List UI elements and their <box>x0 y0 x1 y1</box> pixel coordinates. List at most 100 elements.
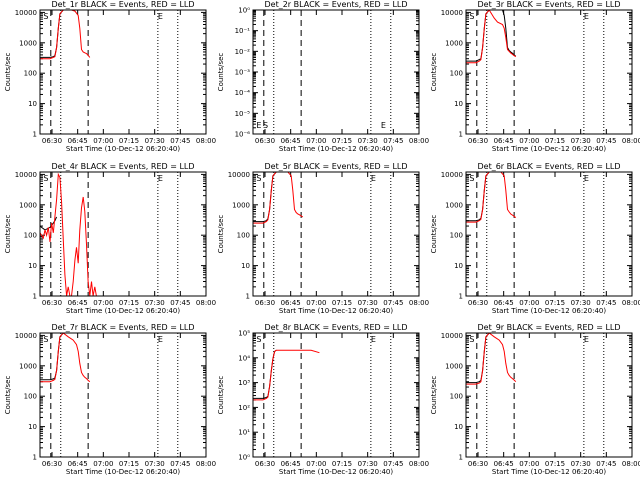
panel-title: Det_8r BLACK = Events, RED = LLD <box>264 323 407 332</box>
x-axis-label: Start Time (10-Dec-12 06:20:40) <box>66 307 180 315</box>
x-tick-label: 06:45 <box>281 299 301 307</box>
y-tick-label: 10² <box>238 404 250 412</box>
x-tick-label: 07:45 <box>383 137 403 145</box>
y-tick-label: 10 <box>454 100 463 108</box>
y-tick-label: 1000 <box>445 362 463 370</box>
x-tick-label: 07:00 <box>519 137 539 145</box>
x-tick-label: 08:00 <box>409 137 429 145</box>
y-tick-label: 10000 <box>228 171 250 179</box>
marker-label: S <box>43 12 48 21</box>
x-tick-label: 06:45 <box>281 137 301 145</box>
y-tick-label: 1000 <box>19 362 37 370</box>
x-tick-label: 07:30 <box>571 460 591 468</box>
y-tick-label: 10⁵ <box>238 330 250 338</box>
y-tick-label: 1 <box>459 454 463 462</box>
marker-label: E <box>158 335 163 344</box>
y-tick-label: 1 <box>246 293 250 301</box>
y-tick-label: 10 <box>454 262 463 270</box>
x-tick-label: 08:00 <box>196 299 216 307</box>
marker-label: E <box>371 174 376 183</box>
x-tick-label: 06:30 <box>42 299 62 307</box>
y-tick-label: 10¹ <box>238 429 250 437</box>
panel-9: Det_9r BLACK = Events, RED = LLD 1 10 100 10… <box>430 323 640 476</box>
panel-title: Det_6r BLACK = Events, RED = LLD <box>477 162 620 171</box>
y-tick-label: 10⁻⁶ <box>235 131 251 139</box>
x-tick-label: 07:15 <box>332 299 352 307</box>
marker-label: E <box>158 174 163 183</box>
series-line-lld <box>466 172 517 223</box>
x-axis-label: Start Time (10-Dec-12 06:20:40) <box>279 307 393 315</box>
x-tick-label: 07:45 <box>596 460 616 468</box>
y-tick-label: 10⁴ <box>238 354 250 362</box>
x-tick-label: 08:00 <box>622 460 640 468</box>
y-tick-label: 10000 <box>15 9 37 17</box>
panel-title: Det_7r BLACK = Events, RED = LLD <box>51 323 194 332</box>
series-line-lld <box>40 333 91 383</box>
x-tick-label: 07:30 <box>145 299 165 307</box>
panel-2: Det_2r BLACK = Events, RED = LLD 10⁻⁶ 10⁻⁵… <box>217 0 429 153</box>
panel-6: Det_6r BLACK = Events, RED = LLD 1 10 100 10… <box>430 162 640 315</box>
marker-label: S <box>256 174 261 183</box>
y-tick-label: 10⁻⁴ <box>235 89 251 97</box>
plot-frame <box>465 332 633 458</box>
x-axis-label: Start Time (10-Dec-12 06:20:40) <box>279 145 393 153</box>
y-tick-label: 10⁻⁵ <box>235 110 251 118</box>
series-line-lld <box>40 172 99 296</box>
marker-label: E <box>256 121 261 130</box>
x-tick-label: 06:45 <box>494 299 514 307</box>
x-tick-label: 07:45 <box>170 137 190 145</box>
x-tick-label: 07:15 <box>119 460 139 468</box>
x-tick-label: 08:00 <box>409 460 429 468</box>
marker-label: E <box>584 174 589 183</box>
y-tick-label: 10 <box>28 100 37 108</box>
x-tick-label: 07:30 <box>358 299 378 307</box>
x-tick-label: 08:00 <box>409 299 429 307</box>
panel-8: Det_8r BLACK = Events, RED = LLD 10⁰ 10¹ 10… <box>217 323 429 476</box>
marker-label: S <box>469 12 474 21</box>
y-tick-label: 1 <box>33 131 37 139</box>
series-line-lld <box>253 172 304 224</box>
y-tick-label: 100 <box>450 232 463 240</box>
series-line-events <box>466 10 517 62</box>
y-axis-label: Counts/sec <box>217 53 225 92</box>
y-tick-label: 10000 <box>15 332 37 340</box>
marker-label: E <box>381 121 386 130</box>
y-tick-label: 100 <box>237 232 250 240</box>
x-tick-label: 07:15 <box>545 299 565 307</box>
y-tick-label: 100 <box>24 70 37 78</box>
panel-5: Det_5r BLACK = Events, RED = LLD 1 10 100 10… <box>217 162 429 315</box>
plot-frame <box>252 332 420 458</box>
y-tick-label: 10 <box>28 423 37 431</box>
y-tick-label: 1000 <box>19 39 37 47</box>
x-tick-label: 07:15 <box>545 137 565 145</box>
x-tick-label: 06:30 <box>255 137 275 145</box>
x-tick-label: 08:00 <box>196 137 216 145</box>
x-tick-label: 06:45 <box>68 137 88 145</box>
y-tick-label: 1000 <box>445 201 463 209</box>
x-tick-label: 08:00 <box>196 460 216 468</box>
y-tick-label: 1 <box>459 293 463 301</box>
panel-title: Det_1r BLACK = Events, RED = LLD <box>51 0 194 9</box>
y-axis-label: Counts/sec <box>4 53 12 92</box>
x-axis-label: Start Time (10-Dec-12 06:20:40) <box>492 468 606 476</box>
x-tick-label: 06:45 <box>494 137 514 145</box>
x-tick-label: 07:30 <box>571 299 591 307</box>
x-tick-label: 07:00 <box>93 460 113 468</box>
marker-label: S <box>43 174 48 183</box>
y-tick-label: 1000 <box>232 201 250 209</box>
y-tick-label: 10 <box>28 262 37 270</box>
y-tick-label: 1000 <box>19 201 37 209</box>
x-tick-label: 07:45 <box>170 460 190 468</box>
plot-frame <box>39 171 207 297</box>
plot-frame <box>465 171 633 297</box>
x-tick-label: 08:00 <box>622 137 640 145</box>
series-line-lld <box>466 10 517 64</box>
x-tick-label: 06:30 <box>468 460 488 468</box>
y-tick-label: 1000 <box>445 39 463 47</box>
y-tick-label: 10⁰ <box>238 7 250 15</box>
y-tick-label: 10⁻³ <box>235 69 251 77</box>
x-tick-label: 07:30 <box>145 460 165 468</box>
y-tick-label: 1 <box>459 131 463 139</box>
x-tick-label: 06:30 <box>255 299 275 307</box>
